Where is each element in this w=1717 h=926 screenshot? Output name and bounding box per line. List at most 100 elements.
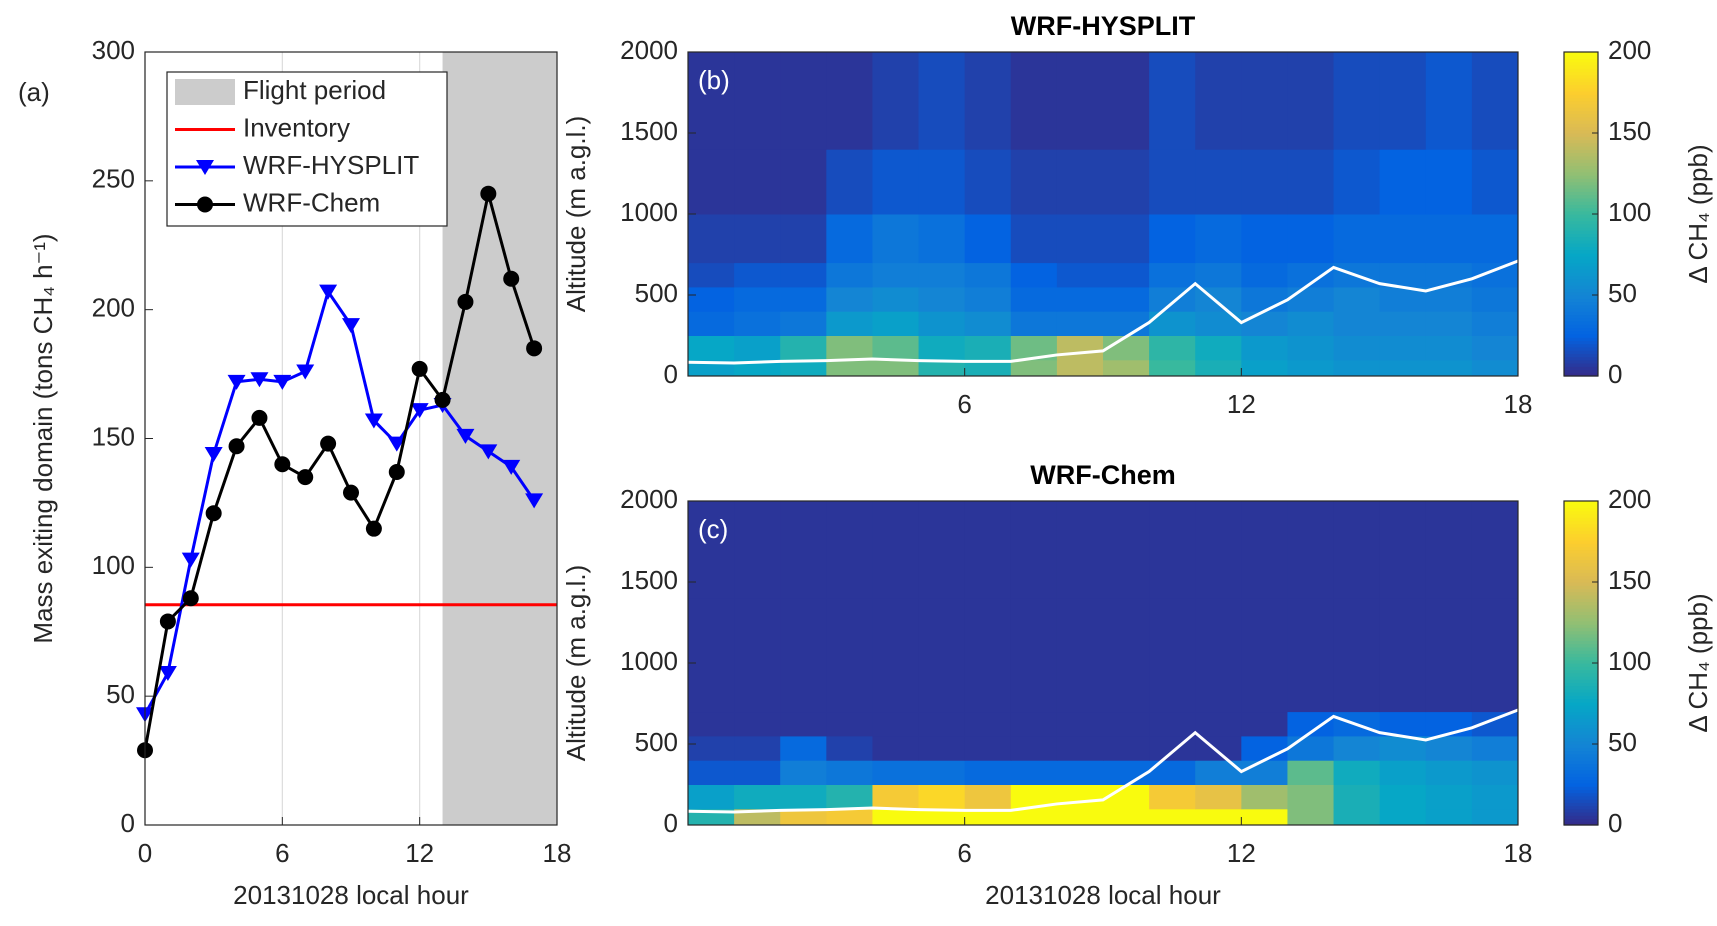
colorbar-tick-label: 0 (1608, 359, 1622, 389)
colorbar-step (1564, 786, 1598, 790)
colorbar-step (1564, 633, 1598, 638)
colorbar-step (1564, 766, 1598, 771)
colorbar-step (1564, 139, 1598, 144)
heat-cell (1241, 760, 1288, 785)
legend-label: Flight period (243, 75, 386, 105)
heat-cell (734, 311, 781, 336)
heat-cell (918, 52, 966, 150)
heat-cell (1333, 311, 1381, 336)
heat-cell (734, 598, 781, 664)
heat-cell (1425, 598, 1473, 664)
heat-cell (1149, 335, 1196, 361)
heat-cell (780, 149, 827, 215)
heat-cell (1287, 735, 1335, 761)
heat-cell (780, 286, 827, 312)
heat-cell (1056, 663, 1104, 713)
heat-cell (964, 311, 1012, 336)
colorbar-step (1564, 333, 1598, 338)
heat-cell (688, 286, 735, 312)
heat-cell (1195, 52, 1242, 150)
colorbar-step (1564, 559, 1598, 564)
colorbar-step (1564, 330, 1598, 335)
colorbar-step (1564, 285, 1598, 290)
colorbar-step (1564, 818, 1598, 823)
heat-cell (1103, 335, 1150, 361)
heat-cell (1056, 711, 1104, 737)
y-tick-label: 0 (664, 359, 678, 389)
colorbar-step (1564, 692, 1598, 696)
colorbar-step (1564, 311, 1598, 316)
heat-cell (1056, 286, 1104, 312)
colorbar-step (1564, 591, 1598, 596)
heat-cell (1471, 214, 1519, 264)
y-tick-label: 2000 (620, 484, 678, 514)
colorbar-step (1564, 275, 1598, 280)
heat-cell (918, 598, 966, 664)
heat-cell (1103, 735, 1150, 761)
marker (296, 364, 315, 380)
colorbar-step (1564, 530, 1598, 534)
colorbar-step (1564, 346, 1598, 351)
marker (274, 456, 291, 473)
colorbar-step (1564, 582, 1598, 586)
colorbar-step (1564, 682, 1598, 687)
colorbar-step (1564, 129, 1598, 134)
heat-cell (780, 808, 827, 826)
colorbar-step (1564, 656, 1598, 661)
colorbar-step (1564, 523, 1598, 528)
colorbar-step (1564, 363, 1598, 367)
heat-cell (1056, 501, 1104, 599)
colorbar-tick-label: 200 (1608, 35, 1651, 65)
colorbar-label: Δ CH₄ (ppb) (1683, 144, 1713, 283)
heat-cell (1195, 149, 1242, 215)
colorbar-step (1564, 259, 1598, 264)
heat-cell (826, 52, 873, 150)
heat-cell (1195, 359, 1242, 377)
y-tick-label: 500 (635, 278, 678, 308)
colorbar-step (1564, 718, 1598, 722)
heat-cell (1056, 598, 1104, 664)
colorbar-step (1564, 627, 1598, 632)
heat-cell (688, 735, 735, 761)
colorbar-step (1564, 100, 1598, 105)
colorbar-step (1564, 672, 1598, 677)
heat-cell (1471, 784, 1519, 810)
heat-cell (1425, 735, 1473, 761)
colorbar-step (1564, 178, 1598, 183)
heat-cell (872, 214, 920, 264)
colorbar-step (1564, 769, 1598, 774)
x-tick-label: 18 (1504, 389, 1533, 419)
heat-cell (964, 784, 1012, 810)
heat-cell (1379, 808, 1427, 826)
heat-cell (1103, 598, 1150, 664)
heat-cell (872, 501, 920, 599)
colorbar-step (1564, 517, 1598, 522)
colorbar-step (1564, 594, 1598, 599)
heat-cell (1471, 52, 1519, 150)
colorbar-step (1564, 663, 1598, 667)
heat-cell (1103, 286, 1150, 312)
heat-cell (1379, 663, 1427, 713)
colorbar-step (1564, 575, 1598, 580)
colorbar-step (1564, 230, 1598, 235)
heat-cell (1195, 598, 1242, 664)
heat-cell (1471, 359, 1519, 377)
colorbar-step (1564, 327, 1598, 332)
heat-cell (964, 286, 1012, 312)
heat-cell (826, 335, 873, 361)
colorbar-step (1564, 243, 1598, 247)
colorbar-step (1564, 533, 1598, 538)
colorbar-step (1564, 556, 1598, 560)
colorbar-tick-label: 150 (1608, 565, 1651, 595)
heat-cell (1241, 735, 1288, 761)
colorbar-step (1564, 507, 1598, 512)
colorbar-step (1564, 585, 1598, 590)
heat-cell (872, 735, 920, 761)
heat-cell (826, 214, 873, 264)
chart-title: WRF-HYSPLIT (1011, 11, 1196, 41)
colorbar-step (1564, 750, 1598, 755)
heat-cell (1103, 262, 1150, 288)
heat-cell (780, 598, 827, 664)
colorbar-step (1564, 701, 1598, 706)
colorbar-step (1564, 265, 1598, 270)
